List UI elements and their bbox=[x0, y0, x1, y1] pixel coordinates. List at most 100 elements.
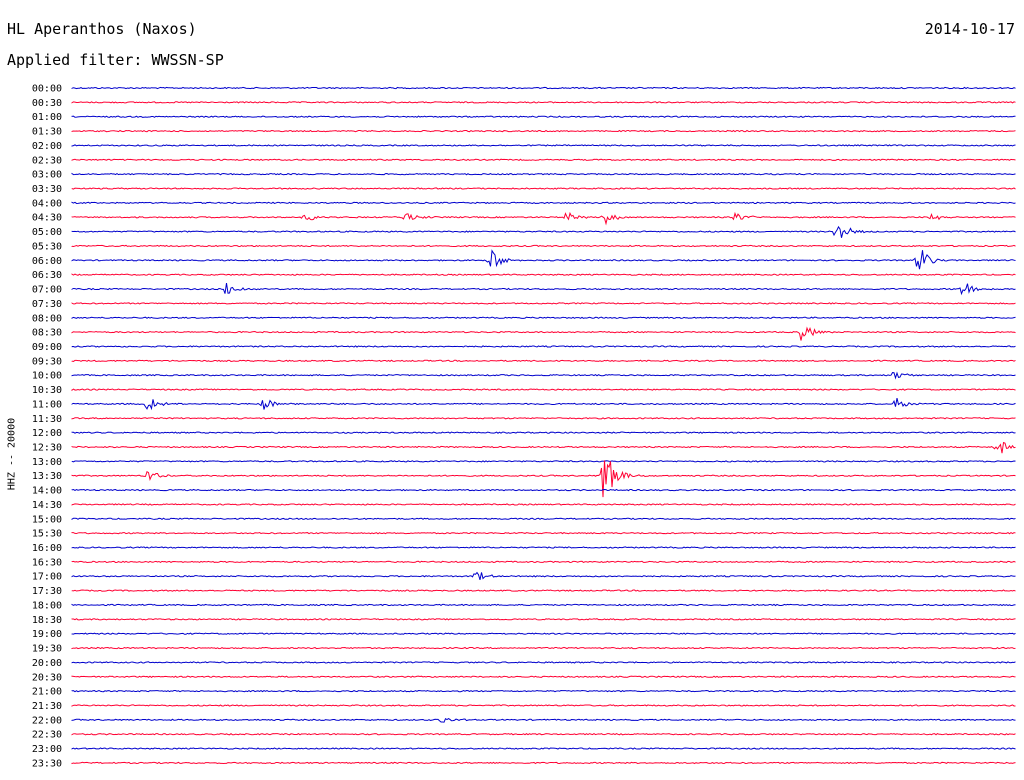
trace-line bbox=[71, 560, 1016, 564]
row-time-label: 05:00 bbox=[32, 227, 62, 238]
trace-line bbox=[71, 115, 1016, 118]
row-time-label: 03:00 bbox=[32, 170, 62, 181]
trace-line bbox=[71, 546, 1016, 549]
trace-line bbox=[71, 689, 1016, 693]
row-time-label: 13:30 bbox=[32, 471, 62, 482]
trace-line bbox=[71, 441, 1016, 454]
row-time-label: 07:00 bbox=[32, 285, 62, 296]
trace-line bbox=[71, 460, 1016, 498]
row-time-label: 11:30 bbox=[32, 414, 62, 425]
row-time-label: 23:30 bbox=[32, 758, 62, 769]
trace-line bbox=[71, 517, 1016, 521]
row-time-label: 05:30 bbox=[32, 241, 62, 252]
trace-line bbox=[71, 388, 1016, 392]
row-time-label: 21:30 bbox=[32, 701, 62, 712]
trace-line bbox=[71, 747, 1016, 750]
row-time-label: 07:30 bbox=[32, 299, 62, 310]
row-time-label: 22:30 bbox=[32, 730, 62, 741]
row-time-label: 13:00 bbox=[32, 457, 62, 468]
row-time-label: 23:00 bbox=[32, 744, 62, 755]
row-time-label: 08:00 bbox=[32, 313, 62, 324]
row-time-label: 19:30 bbox=[32, 644, 62, 655]
trace-line bbox=[71, 488, 1016, 492]
row-time-label: 12:00 bbox=[32, 428, 62, 439]
trace-line bbox=[71, 345, 1016, 348]
row-time-label: 18:30 bbox=[32, 615, 62, 626]
row-time-label: 06:30 bbox=[32, 270, 62, 281]
trace-line bbox=[71, 302, 1016, 305]
row-time-label: 02:00 bbox=[32, 141, 62, 152]
row-time-label: 10:30 bbox=[32, 385, 62, 396]
trace-line bbox=[71, 704, 1016, 707]
row-time-label: 04:00 bbox=[32, 198, 62, 209]
row-time-label: 06:00 bbox=[32, 256, 62, 267]
trace-line bbox=[71, 101, 1016, 104]
row-time-label: 15:30 bbox=[32, 529, 62, 540]
trace-line bbox=[71, 431, 1016, 434]
trace-line bbox=[71, 249, 1016, 270]
row-time-label: 18:00 bbox=[32, 600, 62, 611]
trace-line bbox=[71, 761, 1016, 765]
row-time-label: 10:00 bbox=[32, 371, 62, 382]
trace-line bbox=[71, 603, 1016, 607]
row-time-label: 14:30 bbox=[32, 500, 62, 511]
trace-line bbox=[71, 646, 1016, 650]
trace-line bbox=[71, 632, 1016, 635]
trace-line bbox=[71, 417, 1016, 420]
row-time-label: 08:30 bbox=[32, 328, 62, 339]
row-time-label: 21:00 bbox=[32, 687, 62, 698]
trace-line bbox=[71, 460, 1016, 463]
row-time-label: 09:00 bbox=[32, 342, 62, 353]
trace-line bbox=[71, 211, 1016, 226]
trace-line bbox=[71, 201, 1016, 205]
trace-line bbox=[71, 531, 1016, 535]
row-time-label: 01:00 bbox=[32, 112, 62, 123]
date-label: 2014-10-17 bbox=[924, 20, 1015, 38]
row-time-label: 09:30 bbox=[32, 356, 62, 367]
row-time-label: 17:00 bbox=[32, 572, 62, 583]
trace-line bbox=[71, 273, 1016, 276]
row-time-label: 02:30 bbox=[32, 155, 62, 166]
trace-line bbox=[71, 316, 1016, 319]
trace-line bbox=[71, 326, 1016, 341]
row-time-label: 00:00 bbox=[32, 84, 62, 95]
trace-line bbox=[71, 661, 1016, 664]
trace-line bbox=[71, 397, 1016, 411]
row-time-label: 20:00 bbox=[32, 658, 62, 669]
trace-line bbox=[71, 618, 1016, 621]
trace-line bbox=[71, 225, 1016, 238]
trace-line bbox=[71, 571, 1016, 580]
trace-line bbox=[71, 187, 1016, 190]
filter-label: Applied filter: WWSSN-SP bbox=[7, 51, 224, 69]
row-time-label: 16:30 bbox=[32, 557, 62, 568]
trace-line bbox=[71, 158, 1016, 161]
row-time-label: 00:30 bbox=[32, 98, 62, 109]
row-time-label: 15:00 bbox=[32, 514, 62, 525]
row-time-label: 11:00 bbox=[32, 399, 62, 410]
trace-line bbox=[71, 371, 1016, 380]
row-time-label: 22:00 bbox=[32, 715, 62, 726]
trace-line bbox=[71, 733, 1016, 736]
row-time-label: 12:30 bbox=[32, 443, 62, 454]
trace-line bbox=[71, 86, 1016, 90]
row-time-label: 19:00 bbox=[32, 629, 62, 640]
trace-line bbox=[71, 172, 1016, 176]
trace-line bbox=[71, 244, 1016, 248]
trace-line bbox=[71, 675, 1016, 678]
row-time-label: 17:30 bbox=[32, 586, 62, 597]
row-time-label: 04:30 bbox=[32, 213, 62, 224]
trace-line bbox=[71, 129, 1016, 133]
row-time-label: 01:30 bbox=[32, 127, 62, 138]
row-time-label: 16:00 bbox=[32, 543, 62, 554]
row-time-label: 20:30 bbox=[32, 672, 62, 683]
trace-line bbox=[71, 717, 1016, 723]
trace-line bbox=[71, 589, 1016, 592]
station-title: HL Aperanthos (Naxos) bbox=[7, 20, 197, 38]
trace-line bbox=[71, 144, 1016, 147]
trace-line bbox=[71, 503, 1016, 506]
row-time-label: 14:00 bbox=[32, 486, 62, 497]
row-time-label: 03:30 bbox=[32, 184, 62, 195]
trace-line bbox=[71, 359, 1016, 363]
trace-line bbox=[71, 282, 1016, 296]
